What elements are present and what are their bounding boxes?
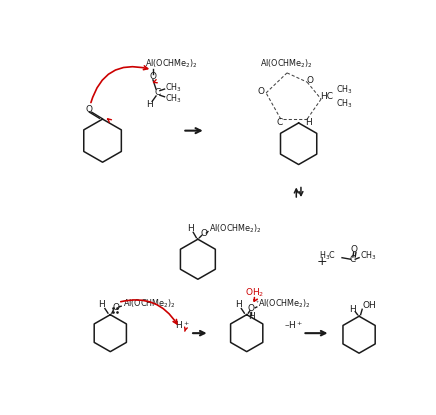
Text: H: H [99, 300, 105, 309]
Text: H: H [187, 224, 194, 233]
Text: CH$_3$: CH$_3$ [336, 98, 353, 110]
Text: H$^+$: H$^+$ [175, 319, 190, 330]
Text: C: C [350, 255, 356, 264]
Text: $^+$: $^+$ [255, 300, 261, 305]
Text: Al(OCHMe$_2$)$_2$: Al(OCHMe$_2$)$_2$ [209, 222, 262, 235]
Text: CH$_3$: CH$_3$ [165, 81, 182, 94]
Text: C: C [276, 118, 283, 127]
Text: H$_3$C: H$_3$C [319, 250, 336, 262]
FancyArrowPatch shape [108, 119, 112, 122]
Text: +: + [317, 255, 327, 268]
Text: O: O [85, 105, 92, 115]
Text: O: O [112, 303, 119, 312]
Text: H: H [146, 100, 153, 109]
Text: –H$^+$: –H$^+$ [283, 320, 303, 331]
Text: O: O [351, 245, 358, 254]
Text: CH$_3$: CH$_3$ [165, 93, 182, 105]
FancyArrowPatch shape [184, 327, 187, 331]
Text: O: O [201, 229, 208, 238]
FancyArrowPatch shape [254, 298, 257, 301]
Text: O: O [307, 76, 314, 85]
FancyArrowPatch shape [91, 66, 148, 103]
FancyArrowPatch shape [121, 300, 177, 324]
Text: Al(OCHMe$_2$)$_2$: Al(OCHMe$_2$)$_2$ [123, 298, 175, 310]
Text: H: H [349, 305, 355, 314]
Text: H: H [305, 118, 312, 127]
Text: HC: HC [320, 92, 333, 101]
Text: OH$_2$: OH$_2$ [245, 287, 264, 299]
Text: CH$_3$: CH$_3$ [360, 250, 377, 262]
Text: OH: OH [363, 301, 377, 310]
Text: O: O [258, 87, 265, 96]
Text: CH$_3$: CH$_3$ [336, 83, 353, 96]
Text: C: C [154, 88, 161, 98]
Text: Al(OCHMe$_2$)$_2$: Al(OCHMe$_2$)$_2$ [145, 57, 198, 70]
Text: Al(OCHMe$_2$)$_2$: Al(OCHMe$_2$)$_2$ [258, 298, 310, 310]
Text: H: H [248, 312, 255, 322]
Text: Al(OCHMe$_2$)$_2$: Al(OCHMe$_2$)$_2$ [260, 57, 313, 70]
Text: O: O [150, 72, 157, 81]
FancyArrowPatch shape [153, 80, 157, 83]
Text: O: O [248, 304, 255, 313]
Text: H: H [235, 300, 242, 309]
